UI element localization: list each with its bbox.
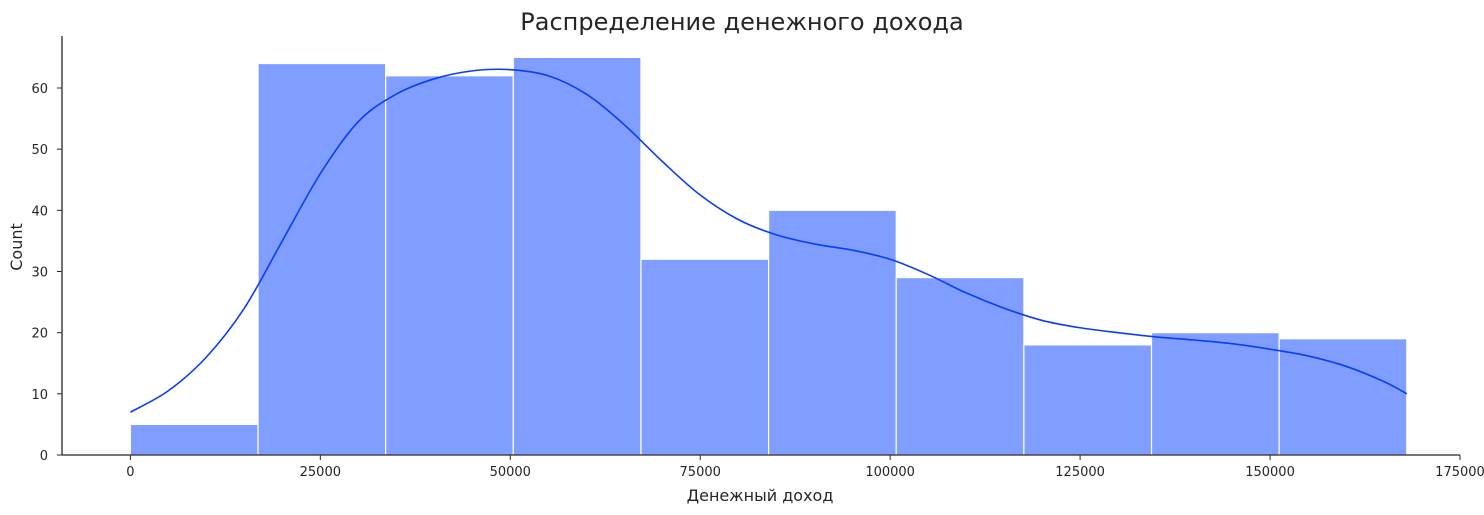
histogram-bar [640,258,770,456]
kde-group [129,68,1408,413]
x-tick-label: 150000 [1245,465,1295,480]
y-tick-label: 60 [31,82,48,97]
histogram-bar [512,56,642,456]
y-tick-label: 50 [31,143,48,158]
histogram-bar [1150,332,1280,456]
x-axis-label: Денежный доход [687,486,834,505]
kde-line [129,68,1408,413]
y-tick-label: 40 [31,204,48,219]
x-tick-label: 125000 [1055,465,1105,480]
x-tick-label: 175000 [1435,465,1484,480]
y-tick-label: 20 [31,327,48,342]
histogram-bar [767,209,897,456]
x-tick-label: 50000 [490,465,531,480]
x-tick-label: 75000 [680,465,721,480]
axes-group: 0 25000 50000 75000 100000 125000 150000 175000… [31,36,1484,480]
y-axis-label: Count [7,223,26,271]
bars-group [129,56,1408,456]
y-tick-label: 30 [31,265,48,280]
y-tick-label: 0 [40,449,48,464]
histogram-bar [1023,344,1153,456]
x-tick-label: 0 [126,465,134,480]
histogram-bar [1278,338,1408,456]
x-tick-label: 25000 [300,465,341,480]
histogram-bar [895,277,1025,456]
histogram-bar [129,423,259,456]
y-tick-label: 10 [31,388,48,403]
histogram-bar [385,75,514,456]
x-tick-label: 100000 [865,465,915,480]
chart-title: Распределение денежного дохода [520,8,963,36]
histogram-bar [257,62,387,456]
